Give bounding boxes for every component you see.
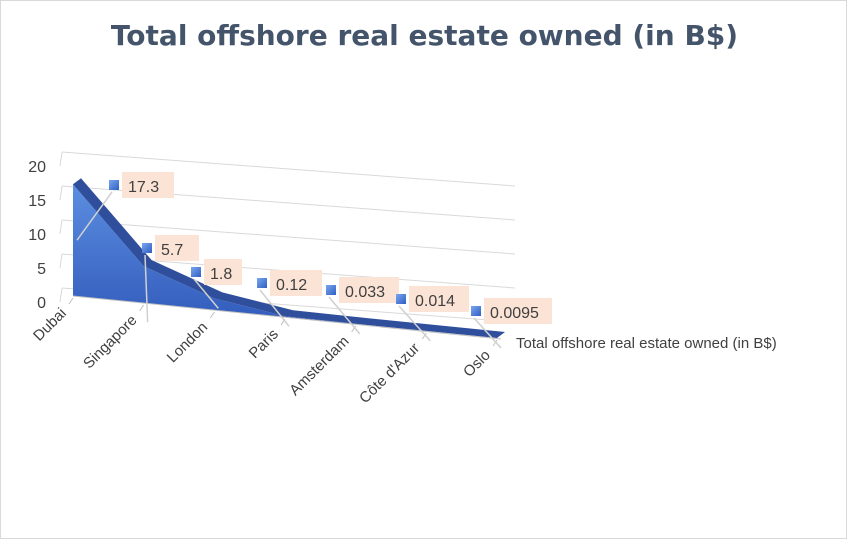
gridline-side: [59, 287, 63, 303]
x-tick: [492, 339, 498, 347]
y-tick-label: 10: [28, 227, 46, 244]
legend-series-name: Total offshore real estate owned (in B$): [516, 335, 777, 352]
x-category-label: Dubai: [30, 305, 70, 345]
leader-line: [144, 254, 149, 323]
x-tick: [68, 297, 74, 305]
gridline-side: [59, 151, 63, 167]
x-category-label: Singapore: [80, 312, 140, 372]
y-tick-label: 15: [28, 193, 46, 210]
data-marker: [191, 267, 201, 277]
data-label: 0.014: [415, 293, 455, 310]
x-category-label: Oslo: [460, 347, 494, 381]
x-axis-line: [72, 295, 502, 340]
gridline-side: [59, 253, 63, 269]
x-category-label: Amsterdam: [286, 333, 352, 399]
data-marker: [396, 294, 406, 304]
gridline-side: [59, 219, 63, 235]
y-tick-label: 0: [37, 295, 46, 312]
data-label-bg: [122, 172, 174, 198]
data-label: 0.12: [276, 277, 307, 294]
data-label: 0.033: [345, 284, 385, 301]
gridline: [61, 151, 516, 187]
data-marker: [471, 306, 481, 316]
data-marker: [142, 243, 152, 253]
leader-line: [259, 289, 290, 327]
data-label-bg: [270, 270, 322, 296]
data-label-bg: [204, 259, 242, 285]
gridline: [61, 219, 516, 255]
data-marker: [257, 278, 267, 288]
leader-line: [398, 305, 431, 342]
data-label: 5.7: [161, 242, 183, 259]
chart-title: Total offshore real estate owned (in B$): [110, 19, 739, 52]
data-marker: [109, 180, 119, 190]
leader-line: [473, 317, 502, 349]
leader-line: [328, 296, 361, 335]
leader-line: [193, 278, 219, 309]
data-label: 0.0095: [490, 305, 539, 322]
x-tick: [421, 332, 427, 340]
x-category-label: Paris: [246, 326, 282, 362]
data-label-bg: [339, 277, 399, 303]
leader-line: [76, 191, 113, 241]
data-label: 1.8: [210, 266, 232, 283]
x-tick: [209, 311, 215, 319]
x-tick: [351, 325, 357, 333]
y-tick-label: 20: [28, 159, 46, 176]
x-tick: [139, 304, 145, 312]
data-label-bg: [155, 235, 199, 261]
area-end-cap: [497, 331, 505, 338]
data-label: 17.3: [128, 179, 159, 196]
data-label-bg: [409, 286, 469, 312]
gridline-side: [59, 185, 63, 201]
y-tick-label: 5: [37, 261, 46, 278]
x-category-label: London: [164, 319, 211, 366]
area-top-band: [73, 178, 505, 338]
x-category-label: Côte d'Azur: [356, 340, 423, 407]
data-label-bg: [484, 298, 552, 324]
area-face: [73, 184, 497, 338]
data-marker: [326, 285, 336, 295]
